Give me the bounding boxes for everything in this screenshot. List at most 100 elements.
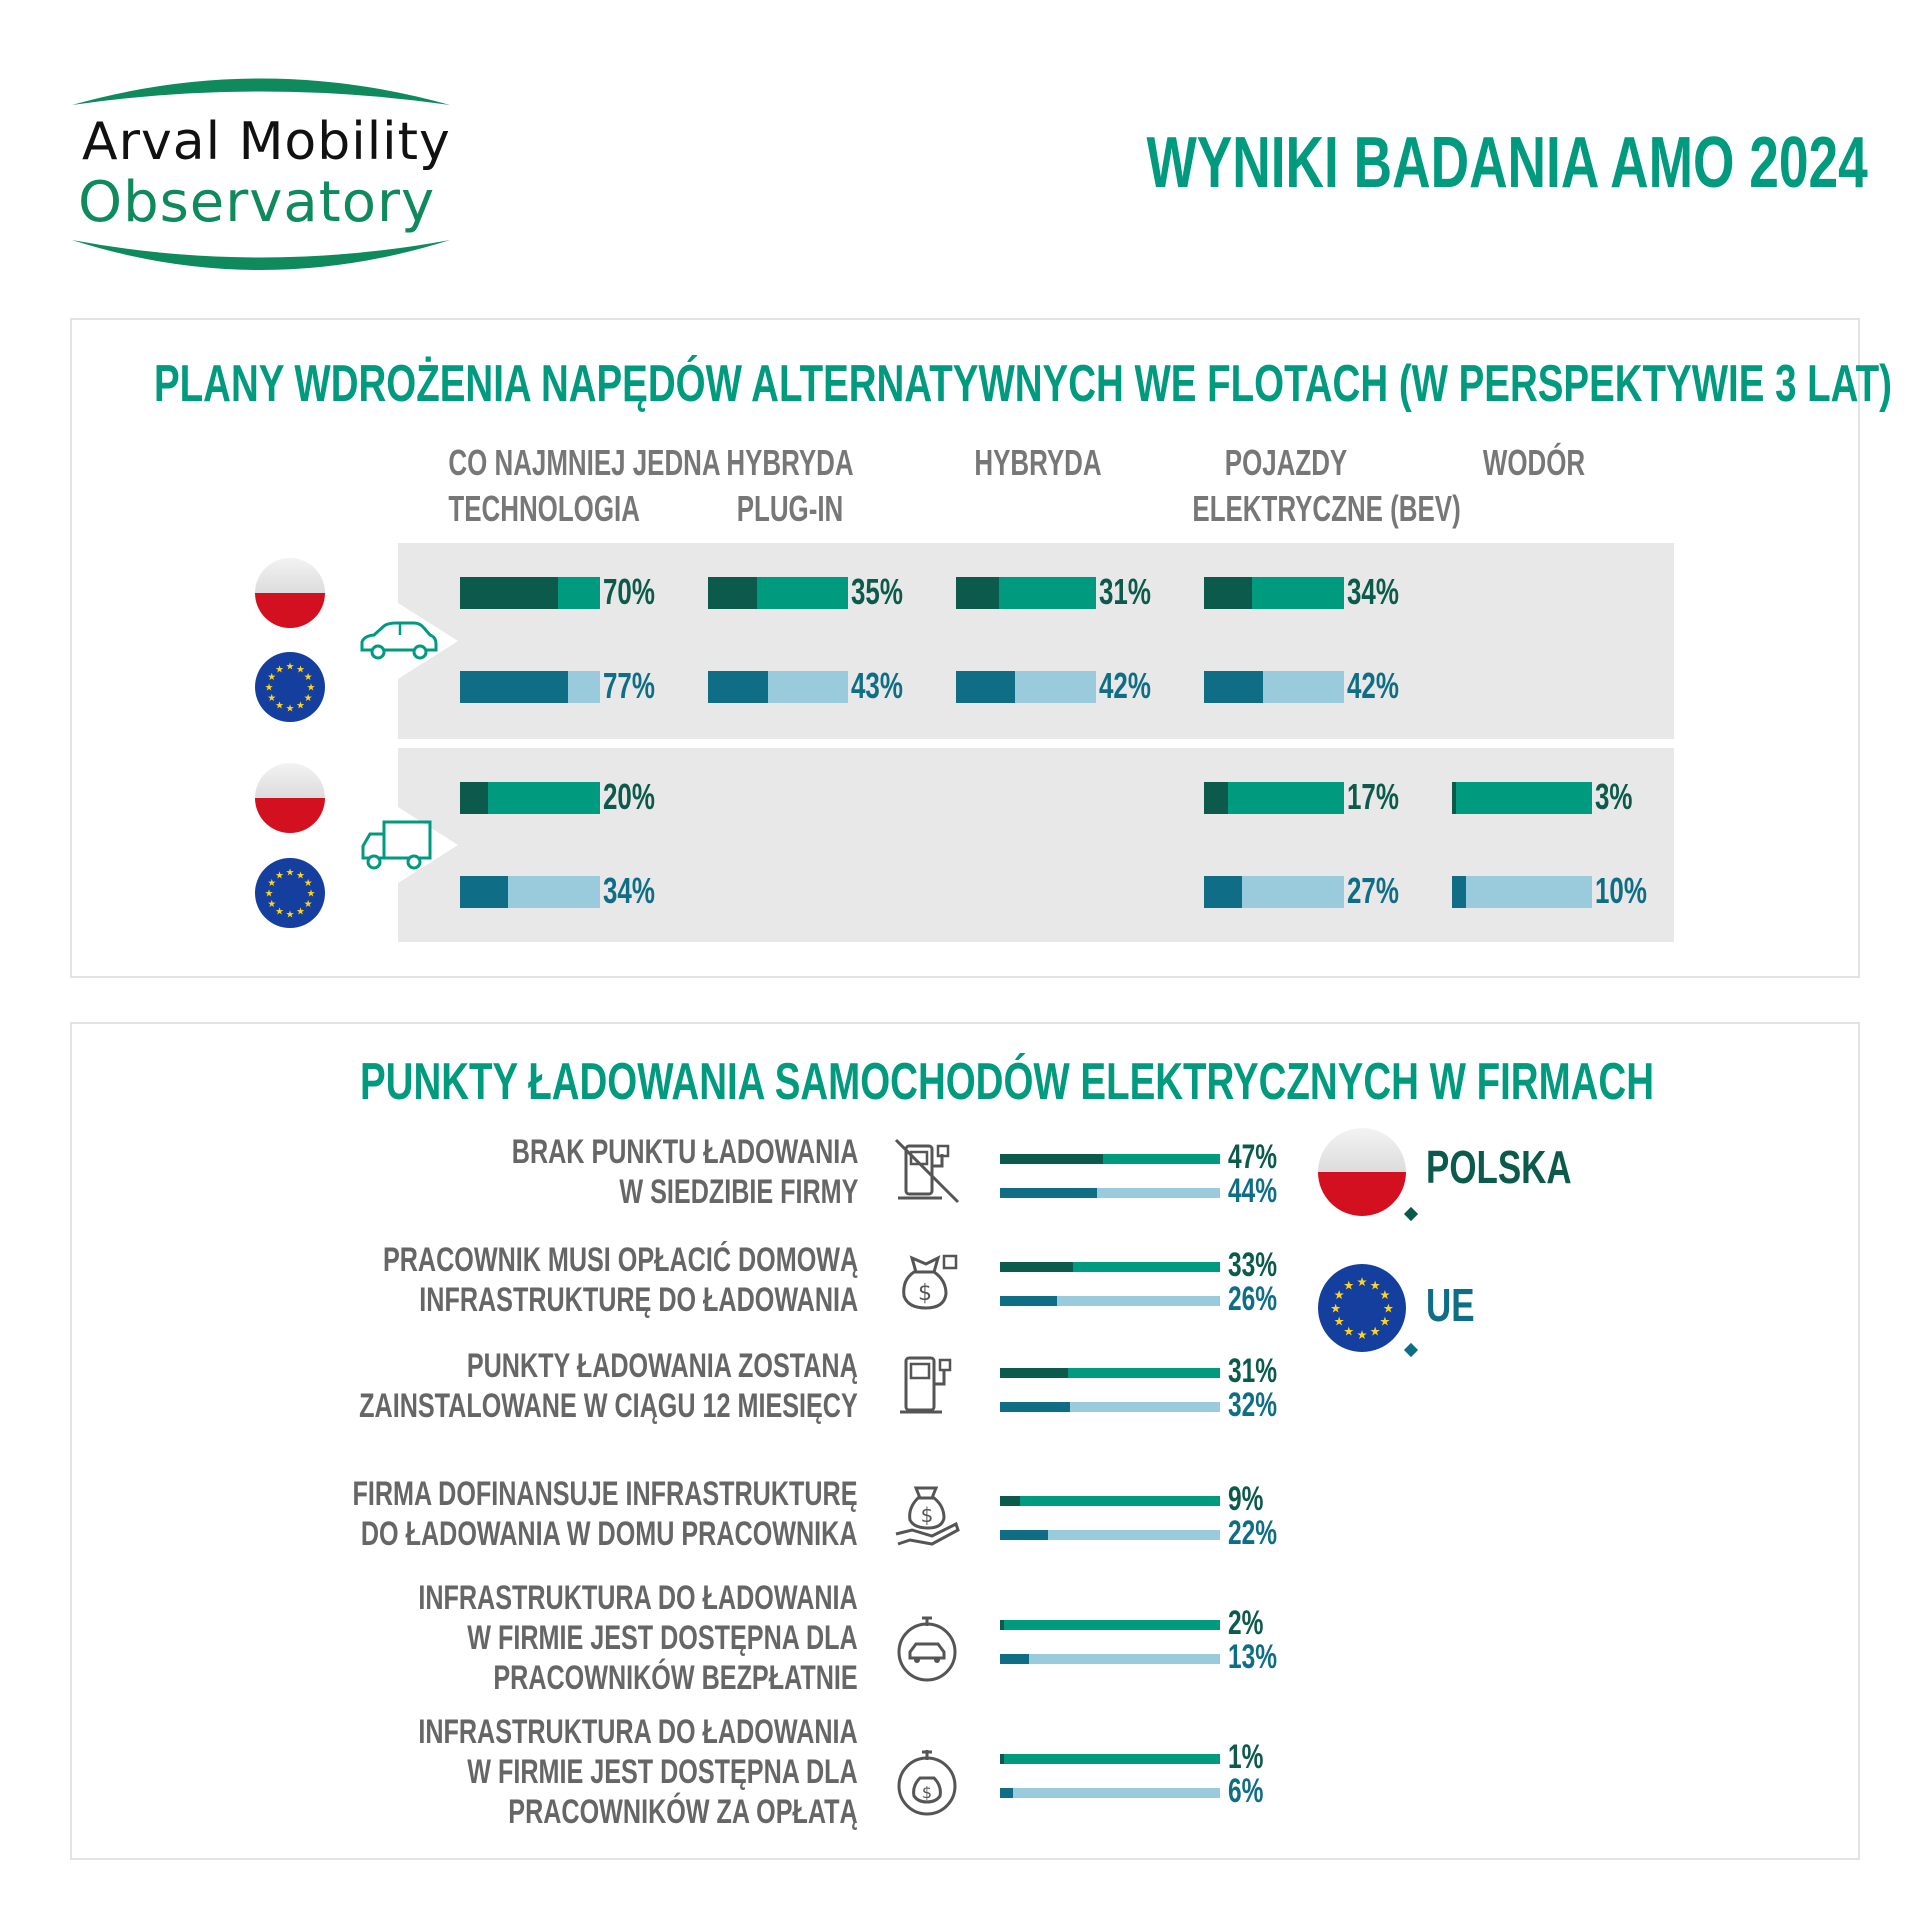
bar-fill [1000,1496,1020,1506]
truck-icon [361,820,432,870]
arval-logo: Arval Mobility Observatory [70,70,460,280]
bar-value-label: 17% [1347,776,1399,817]
bar-track [1000,1754,1220,1764]
bar-track [1000,1788,1220,1798]
bar-pl [1000,1262,1220,1272]
bar-value-label: 34% [1347,571,1399,612]
bar-value-label: 27% [1347,870,1399,911]
bar-value-label: 2% [1228,1604,1264,1642]
charger-icon [900,1356,952,1414]
svg-text:★: ★ [1343,1279,1354,1293]
bar-fill [460,782,488,814]
bar-value-label: 1% [1228,1738,1264,1776]
column-header-line2: TECHNOLOGIA [448,488,640,529]
row-label: FIRMA DOFINANSUJE INFRASTRUKTURĘ DO ŁADOW… [353,1474,858,1554]
money-plug-icon: $ [902,1254,958,1310]
bar-pl [1000,1620,1220,1630]
svg-text:★: ★ [275,664,284,675]
bar-track [1000,1654,1220,1664]
svg-text:★: ★ [1379,1288,1390,1302]
bar-fill [708,577,757,609]
row-label-line2: ZAINSTALOWANE W CIĄGU 12 MIESIĘCY [359,1387,858,1425]
row-label: PUNKTY ŁADOWANIA ZOSTANĄ ZAINSTALOWANE W … [359,1346,858,1426]
bar-eu [708,671,848,703]
svg-text:★: ★ [267,693,276,704]
bar-eu [1000,1654,1220,1664]
row-label-line1: PRACOWNIK MUSI OPŁACIĆ DOMOWĄ [382,1241,858,1279]
bar-track [1452,876,1592,908]
bar-fill [460,577,558,609]
column-header-line2: PLUG-IN [736,488,844,529]
bar-fill [956,671,1015,703]
svg-text:★: ★ [304,878,313,889]
logo-line1: Arval Mobility [82,112,451,172]
svg-text:★: ★ [267,878,276,889]
bar-pl [460,577,600,609]
column-header-line1: CO NAJMNIEJ JEDNA [448,442,721,483]
bar-value-label: 34% [603,870,655,911]
column-header: WODÓR [1440,440,1627,486]
bar-fill [1000,1262,1073,1272]
svg-text:★: ★ [286,868,295,879]
bar-track [1000,1530,1220,1540]
bar-eu [1204,876,1344,908]
eu-flag-icon: ★ ★ ★ ★ ★ ★ ★ ★ ★ ★ ★ ★ [255,858,325,928]
bar-eu [1000,1788,1220,1798]
bar-value-label: 42% [1347,665,1399,706]
bar-fill [1204,782,1228,814]
bar-fill [1000,1188,1097,1198]
row-label-line3: PRACOWNIKÓW ZA OPŁATĄ [508,1793,858,1831]
bar-value-label: 9% [1228,1480,1264,1518]
svg-text:★: ★ [304,693,313,704]
bar-track [1000,1368,1220,1378]
column-header-line1: HYBRYDA [974,442,1102,483]
logo-swoosh [72,78,450,270]
bar-fill [1000,1654,1029,1664]
bar-track [1000,1154,1220,1164]
bar-value-label: 77% [603,665,655,706]
bar-value-label: 32% [1228,1386,1278,1424]
svg-text:★: ★ [296,664,305,675]
svg-text:★: ★ [307,683,316,694]
svg-text:★: ★ [296,701,305,712]
row-label-line1: INFRASTRUKTURA DO ŁADOWANIA [418,1579,858,1617]
svg-text:$: $ [921,1503,934,1527]
column-header-line1: POJAZDY [1224,442,1348,483]
row-label-line2: DO ŁADOWANIA W DOMU PRACOWNIKA [361,1515,858,1553]
row-label: BRAK PUNKTU ŁADOWANIA W SIEDZIBIE FIRMY [511,1132,858,1212]
bar-value-label: 70% [603,571,655,612]
svg-text:★: ★ [265,889,274,900]
car-band [398,543,1674,739]
bar-fill [1000,1788,1014,1798]
bar-pl [460,782,600,814]
bar-track [1000,1296,1220,1306]
bar-fill [1000,1530,1049,1540]
svg-text:★: ★ [296,907,305,918]
bar-fill [1204,876,1242,908]
bar-fill [1204,577,1252,609]
bar-fill [1452,782,1457,814]
svg-text:★: ★ [1370,1279,1381,1293]
legend-poland-flag-icon [1318,1128,1406,1216]
bar-fill [956,577,1000,609]
bar-value-label: 20% [603,776,655,817]
logo-line2: Observatory [78,170,436,235]
column-header: POJAZDY ELEKTRYCZNE (BEV) [1192,440,1460,532]
bar-track [1000,1402,1220,1412]
bar-value-label: 43% [851,665,903,706]
car-icon [360,621,438,660]
no-charger-icon [894,1138,960,1204]
bar-fill [1000,1368,1069,1378]
bar-pl [1000,1496,1220,1506]
svg-text:★: ★ [267,672,276,683]
bar-value-label: 31% [1099,571,1151,612]
svg-text:★: ★ [307,889,316,900]
row-label-line1: INFRASTRUKTURA DO ŁADOWANIA [418,1713,858,1751]
page-title: WYNIKI BADANIA AMO 2024 [1146,123,1868,203]
bar-pl [956,577,1096,609]
bar-eu [1452,876,1592,908]
bar-eu [1000,1402,1220,1412]
bar-track [1452,782,1592,814]
bar-pl [1452,782,1592,814]
bar-value-label: 13% [1228,1638,1278,1676]
